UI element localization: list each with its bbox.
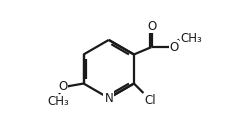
Text: O: O xyxy=(148,20,157,33)
Text: N: N xyxy=(104,92,113,105)
Text: CH₃: CH₃ xyxy=(48,95,70,108)
Text: CH₃: CH₃ xyxy=(180,32,202,45)
Text: O: O xyxy=(170,41,179,54)
Text: Cl: Cl xyxy=(144,94,156,107)
Text: O: O xyxy=(58,80,67,93)
